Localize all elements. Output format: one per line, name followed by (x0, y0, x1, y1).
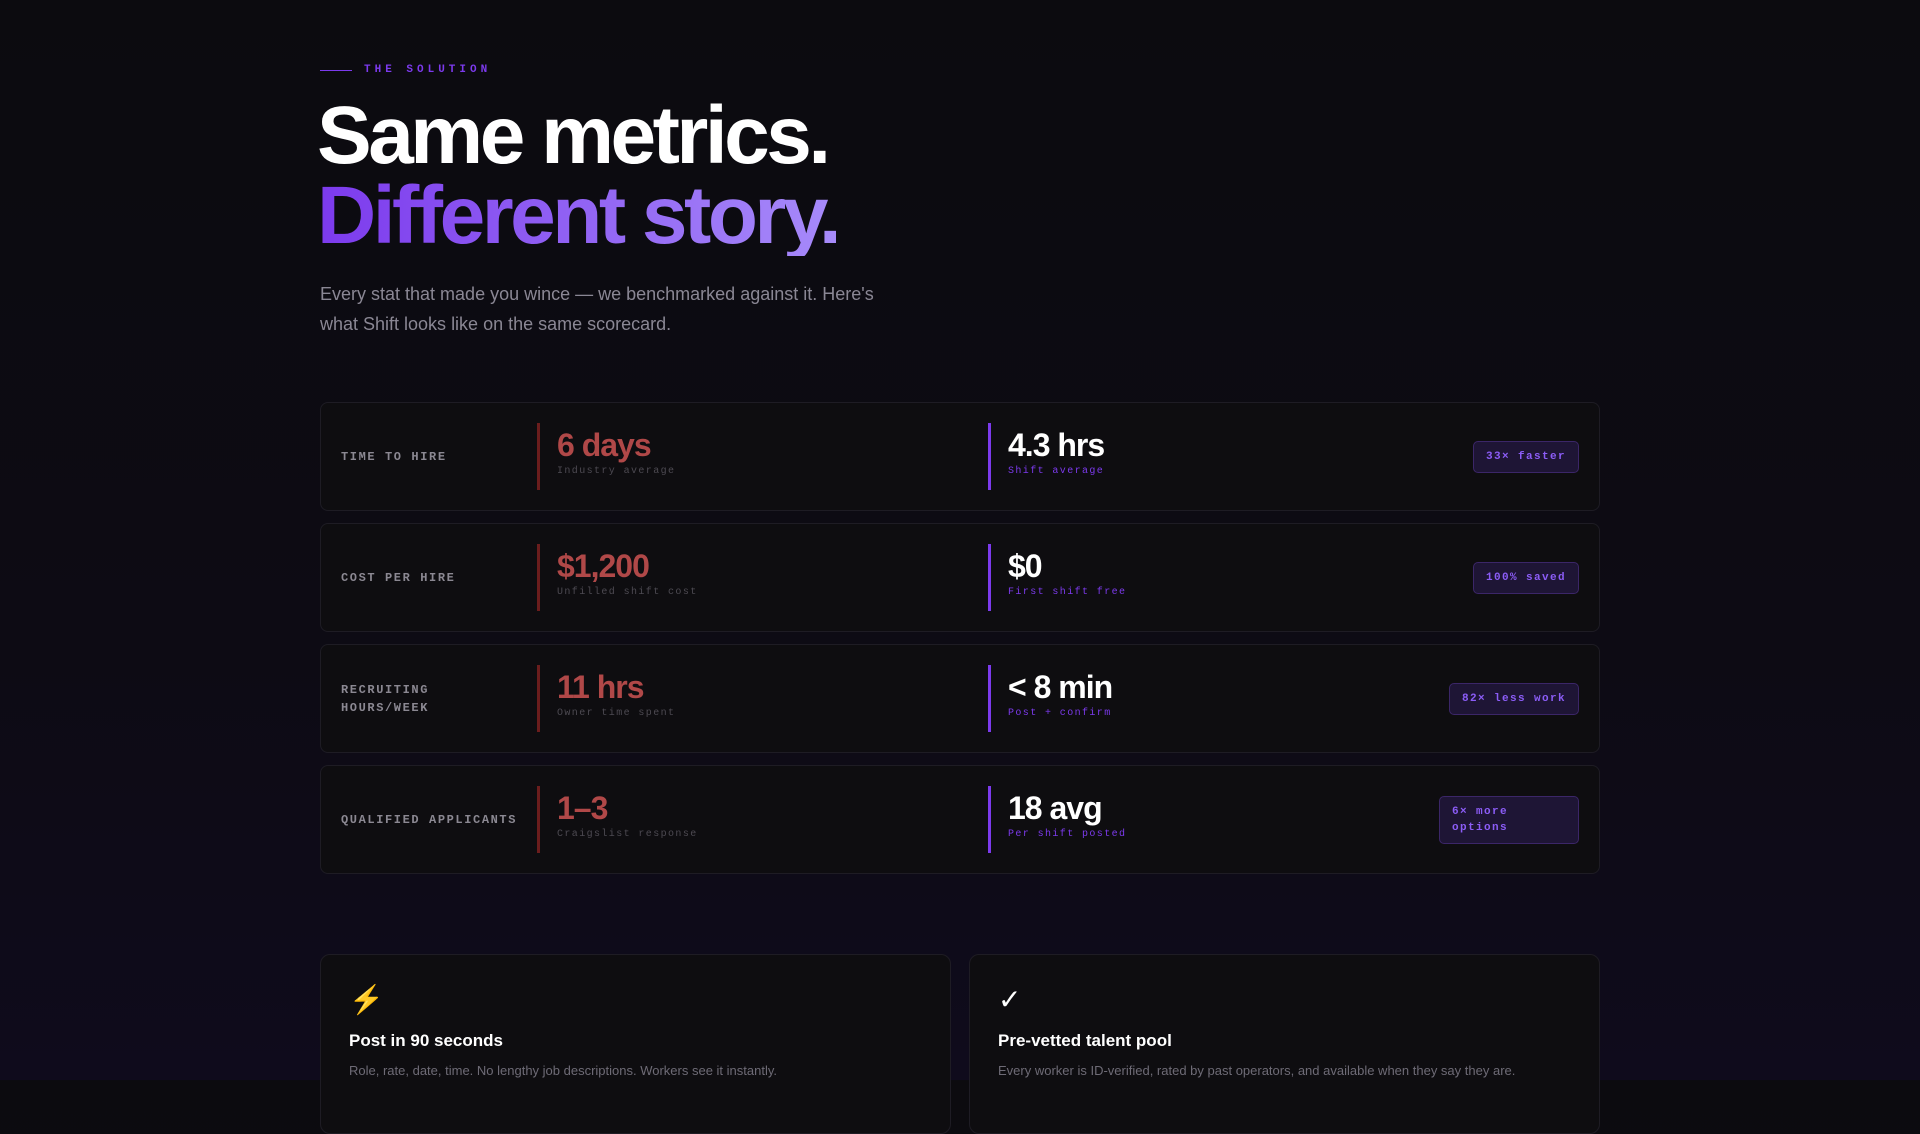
industry-cell: 11 hrs Owner time spent (537, 665, 675, 732)
comparison-row-cost-per-hire: COST PER HIRE $1,200 Unfilled shift cost… (320, 523, 1600, 632)
shift-caption: First shift free (1008, 587, 1127, 598)
industry-caption: Unfilled shift cost (557, 587, 698, 598)
eyebrow: THE SOLUTION (320, 64, 491, 76)
industry-value: 11 hrs (557, 669, 645, 705)
card-title: Pre-vetted talent pool (998, 1031, 1172, 1050)
headline-line-1: Same metrics. (317, 90, 831, 181)
shift-cell: $0 First shift free (988, 544, 1126, 611)
improvement-badge: 33× faster (1472, 440, 1579, 473)
card-title: Post in 90 seconds (349, 1031, 503, 1050)
headline-line-2: Different story. (317, 170, 842, 261)
card-description: Role, rate, date, time. No lengthy job d… (349, 1063, 777, 1078)
industry-value: 6 days (557, 427, 652, 463)
shift-cell: 4.3 hrs Shift average (988, 423, 1105, 490)
improvement-badge: 82× less work (1448, 682, 1579, 715)
feature-card-talent: ✓ Pre-vetted talent pool Every worker is… (969, 954, 1600, 1134)
shift-value: 18 avg (1008, 790, 1103, 826)
shift-value: $0 (1008, 548, 1043, 584)
industry-cell: 6 days Industry average (537, 423, 675, 490)
industry-cell: 1–3 Craigslist response (537, 786, 698, 853)
lightning-icon: ⚡ (349, 984, 384, 1015)
industry-caption: Industry average (557, 466, 676, 477)
card-description: Every worker is ID-verified, rated by pa… (998, 1063, 1516, 1078)
shift-cell: 18 avg Per shift posted (988, 786, 1126, 853)
industry-cell: $1,200 Unfilled shift cost (537, 544, 698, 611)
feature-card-post: ⚡ Post in 90 seconds Role, rate, date, t… (320, 954, 951, 1134)
industry-caption: Craigslist response (557, 829, 698, 840)
improvement-badge: 100% saved (1472, 561, 1579, 594)
shift-caption: Per shift posted (1008, 829, 1127, 840)
industry-value: $1,200 (557, 548, 650, 584)
shift-value: < 8 min (1008, 669, 1113, 705)
shift-caption: Shift average (1008, 466, 1105, 477)
industry-value: 1–3 (557, 790, 608, 826)
comparison-table: TIME TO HIRE 6 days Industry average 4.3… (320, 402, 1600, 886)
check-icon: ✓ (998, 984, 1022, 1015)
shift-cell: < 8 min Post + confirm (988, 665, 1113, 732)
comparison-row-recruiting-hours: RECRUITING HOURS/WEEK 11 hrs Owner time … (320, 644, 1600, 753)
page-headline: Same metrics. Different story. (317, 90, 842, 261)
row-label: QUALIFIED APPLICANTS (341, 812, 518, 827)
subtitle: Every stat that made you wince — we benc… (320, 284, 874, 334)
industry-caption: Owner time spent (557, 708, 676, 719)
comparison-row-qualified-applicants: QUALIFIED APPLICANTS 1–3 Craigslist resp… (320, 765, 1600, 874)
row-label: COST PER HIRE (341, 570, 456, 585)
feature-cards: ⚡ Post in 90 seconds Role, rate, date, t… (320, 954, 1600, 1134)
row-label: RECRUITING HOURS/WEEK (341, 682, 430, 715)
row-label: TIME TO HIRE (341, 449, 447, 464)
eyebrow-text: THE SOLUTION (364, 64, 492, 76)
shift-caption: Post + confirm (1008, 708, 1112, 719)
eyebrow-line (320, 69, 352, 71)
shift-value: 4.3 hrs (1008, 427, 1105, 463)
comparison-row-time-to-hire: TIME TO HIRE 6 days Industry average 4.3… (320, 402, 1600, 511)
improvement-badge: 6× more options (1439, 795, 1579, 844)
